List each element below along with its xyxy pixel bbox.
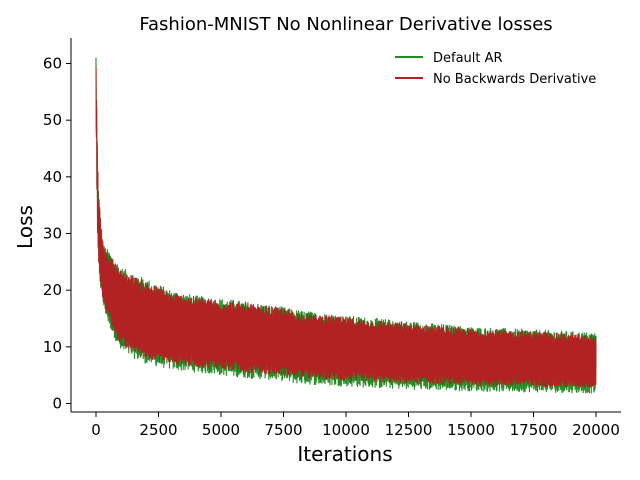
x-tick-label: 20000 <box>572 421 620 439</box>
y-tick-label: 40 <box>43 168 62 186</box>
y-tick-label: 60 <box>43 55 62 73</box>
x-tick-label: 5000 <box>202 421 240 439</box>
x-tick-label: 2500 <box>139 421 177 439</box>
x-tick-label: 15000 <box>447 421 495 439</box>
series-line-no-backwards-derivative <box>95 66 597 388</box>
y-tick-label: 20 <box>43 281 62 299</box>
y-ticks: 0 10 20 30 40 50 60 <box>43 55 71 413</box>
y-tick-label: 30 <box>43 225 62 243</box>
y-axis-label: Loss <box>13 205 37 249</box>
y-tick-label: 10 <box>43 338 62 356</box>
x-tick-label: 0 <box>91 421 101 439</box>
y-tick-label: 50 <box>43 111 62 129</box>
x-tick-label: 12500 <box>385 421 433 439</box>
legend-label: No Backwards Derivative <box>433 72 596 87</box>
x-tick-label: 10000 <box>322 421 370 439</box>
legend: Default AR No Backwards Derivative <box>395 51 596 87</box>
y-tick-label: 0 <box>52 395 62 413</box>
chart-title: Fashion-MNIST No Nonlinear Derivative lo… <box>139 14 552 35</box>
plot-area <box>95 57 597 394</box>
x-axis-label: Iterations <box>297 442 392 466</box>
x-tick-label: 7500 <box>264 421 302 439</box>
legend-label: Default AR <box>433 51 503 66</box>
x-ticks: 0 2500 5000 7500 10000 12500 15000 17500 20000 <box>91 412 620 439</box>
x-tick-label: 17500 <box>510 421 558 439</box>
